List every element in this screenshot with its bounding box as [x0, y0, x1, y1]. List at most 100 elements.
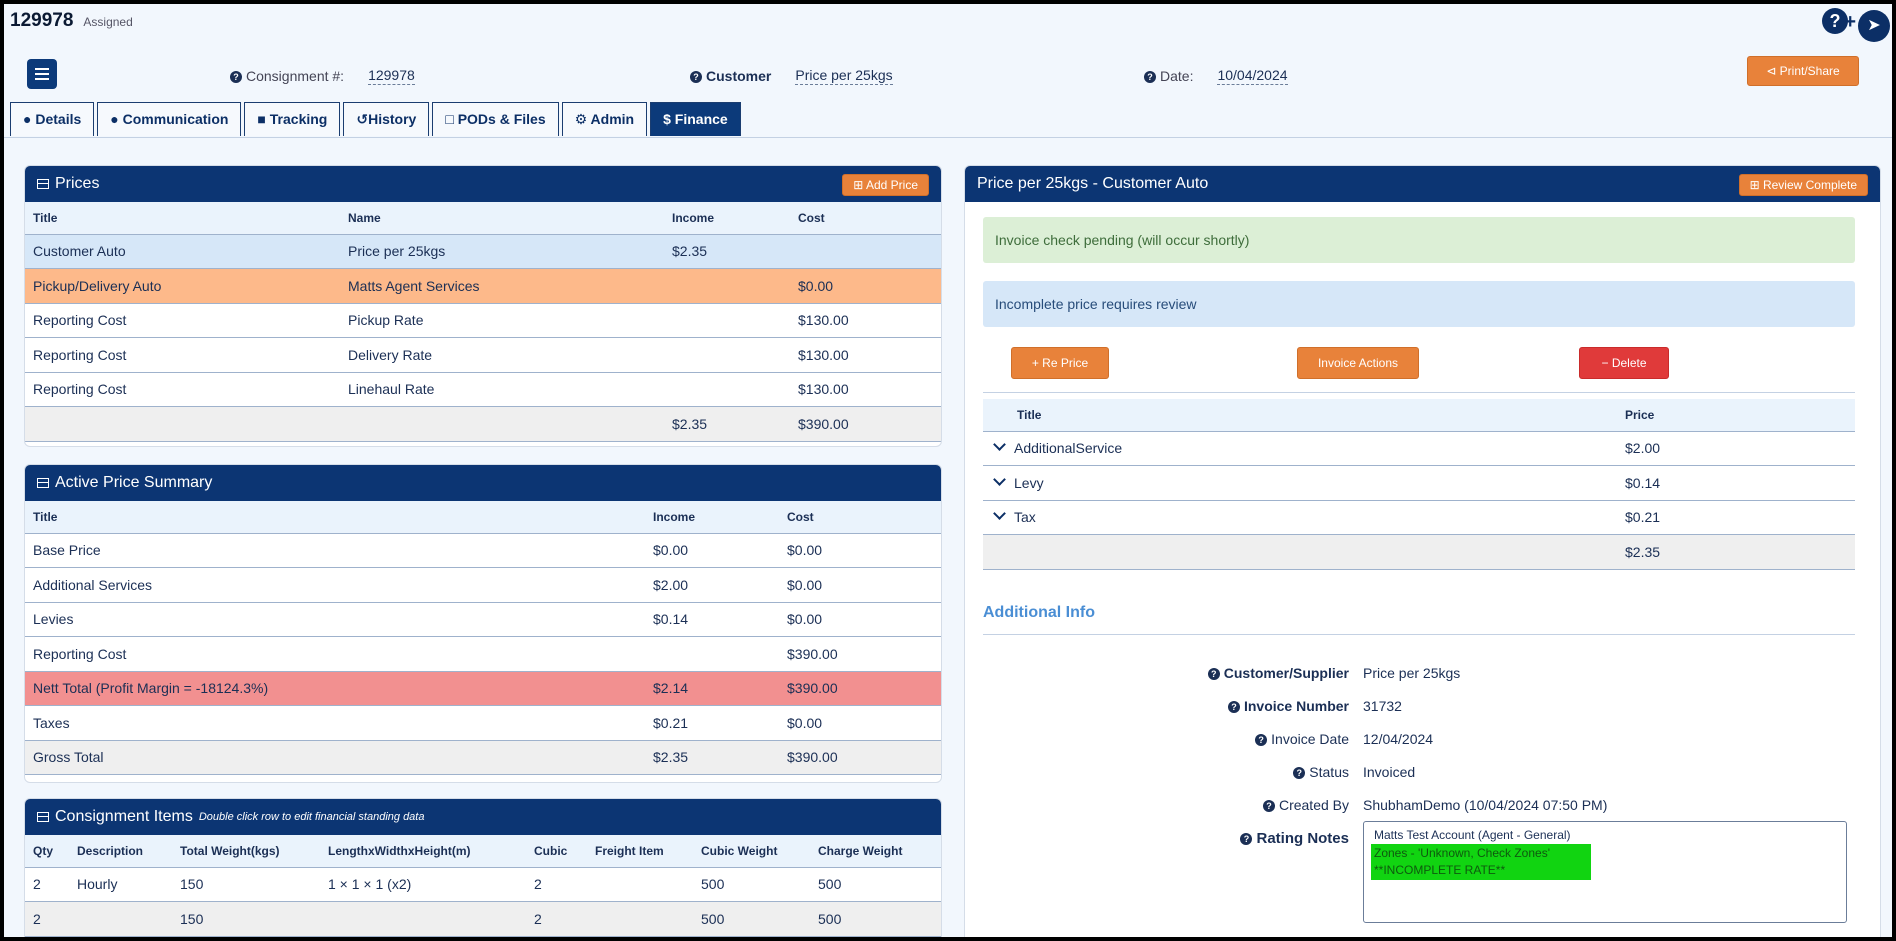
plus-square-icon: ⊞	[1749, 178, 1763, 192]
tag-icon[interactable]: ➤	[1858, 10, 1890, 42]
customer-field: ? Customer Price per 25kgs	[690, 67, 893, 85]
file-icon: □	[445, 111, 458, 127]
col-income: Income	[645, 501, 779, 534]
share-icon: ⊲	[1766, 64, 1780, 78]
detail-header: Price per 25kgs - Customer Auto ⊞ Review…	[965, 166, 1880, 202]
invoice-actions-button[interactable]: Invoice Actions	[1297, 347, 1419, 379]
additional-info-grid: ? Customer/Supplier Price per 25kgs ? Invoi…	[983, 656, 1855, 931]
col-name: Name	[340, 202, 664, 235]
items-header: Consignment Items Double click row to ed…	[25, 799, 941, 835]
menu-button[interactable]	[27, 59, 57, 89]
incomplete-price-alert: Incomplete price requires review	[983, 281, 1855, 327]
status-label: Assigned	[83, 15, 133, 29]
question-icon: ?	[1255, 733, 1268, 746]
detail-title: Price per 25kgs - Customer Auto	[977, 175, 1209, 192]
customer-value[interactable]: Price per 25kgs	[795, 67, 893, 85]
tab-details[interactable]: ● Details	[10, 102, 95, 136]
table-row[interactable]: 2 Hourly 150 1 × 1 × 1 (x2) 2 500 500	[25, 867, 941, 902]
summary-header: Active Price Summary	[25, 465, 941, 501]
tab-finance[interactable]: $ Finance	[650, 102, 741, 136]
table-row[interactable]: AdditionalService $2.00	[983, 431, 1855, 466]
print-share-button[interactable]: ⊲ Print/Share	[1747, 56, 1859, 86]
table-row[interactable]: Pickup/Delivery Auto Matts Agent Services…	[25, 268, 941, 304]
invoice-pending-alert: Invoice check pending (will occur shortl…	[983, 217, 1855, 263]
table-row[interactable]: 2 150 2 500 500	[25, 901, 941, 937]
table-row[interactable]: Reporting Cost Pickup Rate $130.00	[25, 303, 941, 338]
table-row[interactable]: Tax $0.21	[983, 500, 1855, 535]
col-cost: Cost	[790, 202, 941, 235]
nett-total-row: Nett Total (Profit Margin = -18124.3%) $2…	[25, 671, 941, 706]
table-row[interactable]: Levy $0.14	[983, 465, 1855, 501]
chevron-down-icon[interactable]	[993, 472, 1006, 486]
dollar-icon: $	[663, 111, 675, 127]
plus-square-icon: ⊞	[853, 178, 866, 192]
gross-total-row: Gross Total $2.35 $390.00	[25, 740, 941, 775]
summary-title: Active Price Summary	[55, 474, 213, 491]
price-detail-panel: Price per 25kgs - Customer Auto ⊞ Review…	[964, 165, 1881, 937]
truck-icon: ■	[257, 111, 270, 127]
col-income: Income	[664, 202, 790, 235]
col-cost: Cost	[779, 501, 941, 534]
prices-title: Prices	[55, 175, 100, 192]
info-invoice-date: ? Invoice Date 12/04/2024	[983, 722, 1855, 755]
customer-label: Customer	[706, 68, 772, 84]
price-summary-panel: Active Price Summary Title Income Cost B…	[24, 464, 942, 783]
consignment-id: 129978	[10, 10, 74, 31]
title-bar: 129978 Assigned	[10, 10, 133, 32]
prices-table: Title Name Income Cost Customer Auto Pric…	[25, 202, 941, 442]
table-row: Levies $0.14 $0.00	[25, 602, 941, 637]
tab-history[interactable]: ↺History	[343, 102, 430, 136]
gear-icon: ⚙	[574, 111, 591, 127]
additional-info-heading: Additional Info	[983, 604, 1095, 621]
reprice-button[interactable]: + Re Price	[1011, 347, 1109, 379]
review-complete-button[interactable]: ⊞ Review Complete	[1738, 174, 1868, 196]
question-icon: ?	[1262, 799, 1275, 812]
table-icon	[37, 478, 49, 488]
question-icon: ?	[1293, 766, 1306, 779]
plus-icon: +	[1031, 356, 1043, 370]
plus-icon[interactable]: +	[1844, 11, 1856, 33]
table-icon	[37, 179, 49, 189]
info-invoice-number: ? Invoice Number 31732	[983, 689, 1855, 722]
delete-button[interactable]: − Delete	[1579, 347, 1669, 379]
question-icon: ?	[1227, 700, 1240, 713]
consignment-items-panel: Consignment Items Double click row to ed…	[24, 798, 942, 937]
table-row: Reporting Cost $390.00	[25, 636, 941, 672]
divider	[983, 634, 1855, 635]
tab-communication[interactable]: ● Communication	[97, 102, 242, 136]
add-price-button[interactable]: ⊞ Add Price	[842, 174, 929, 196]
rating-notes-textarea[interactable]: Matts Test Account (Agent - General) Zon…	[1363, 821, 1847, 923]
consignment-field: ? Consignment #: 129978	[230, 67, 415, 85]
tab-tracking[interactable]: ■ Tracking	[244, 102, 341, 136]
summary-table: Title Income Cost Base Price $0.00 $0.00 A…	[25, 501, 941, 775]
table-row[interactable]: Reporting Cost Delivery Rate $130.00	[25, 337, 941, 373]
consignment-value[interactable]: 129978	[368, 67, 415, 85]
info-status: ? Status Invoiced	[983, 755, 1855, 788]
tab-pods-files[interactable]: □ PODs & Files	[432, 102, 559, 136]
info-created-by: ? Created By ShubhamDemo (10/04/2024 07:50…	[983, 788, 1855, 821]
table-row: Base Price $0.00 $0.00	[25, 533, 941, 568]
history-icon: ↺	[356, 111, 369, 127]
date-label: Date:	[1160, 68, 1194, 84]
col-title: Title	[25, 501, 645, 534]
question-icon: ?	[230, 71, 242, 83]
divider	[983, 392, 1855, 393]
tab-bar: ● Details ● Communication ■ Tracking ↺Hi…	[10, 102, 741, 136]
table-row[interactable]: Customer Auto Price per 25kgs $2.35	[25, 234, 941, 269]
help-icon[interactable]: ?	[1822, 8, 1848, 34]
minus-icon: −	[1601, 356, 1612, 370]
app-window: 129978 Assigned ? + ➤ ? Consignment #: 12…	[4, 4, 1892, 937]
question-icon: ?	[690, 71, 702, 83]
date-value[interactable]: 10/04/2024	[1217, 67, 1288, 85]
table-row: Additional Services $2.00 $0.00	[25, 567, 941, 603]
items-title: Consignment Items	[55, 808, 193, 825]
user-icon: ●	[23, 111, 36, 127]
tab-admin[interactable]: ⚙ Admin	[561, 102, 648, 136]
detail-price-table: Title Price AdditionalService $2.00 Levy $…	[983, 399, 1855, 570]
question-icon: ?	[1144, 71, 1156, 83]
table-row[interactable]: Reporting Cost Linehaul Rate $130.00	[25, 372, 941, 407]
chevron-down-icon[interactable]	[993, 438, 1006, 452]
chevron-down-icon[interactable]	[993, 507, 1006, 521]
items-hint: Double click row to edit financial stand…	[198, 811, 425, 823]
question-icon: ?	[1207, 667, 1220, 680]
